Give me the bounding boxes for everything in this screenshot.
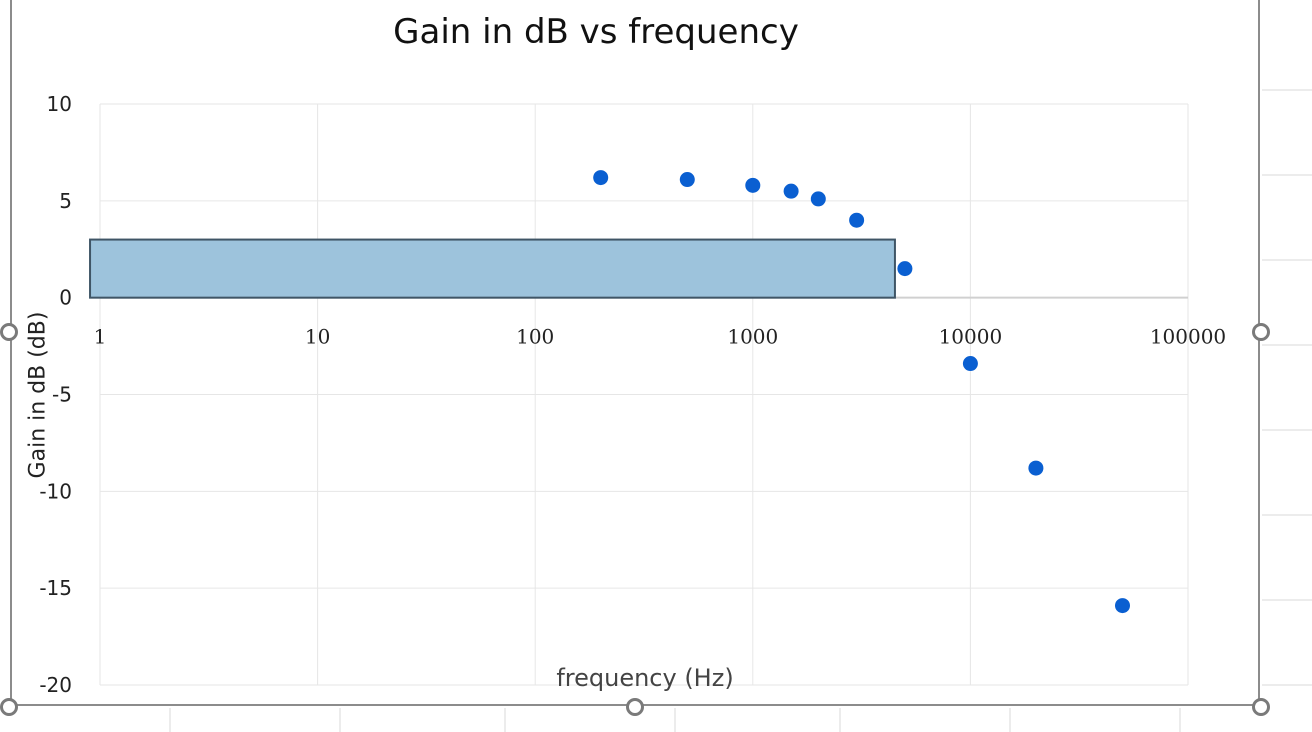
data-point[interactable] — [810, 191, 826, 207]
data-points — [593, 170, 1130, 614]
gridlines — [99, 103, 1189, 686]
y-axis-title: Gain in dB (dB) — [25, 311, 51, 479]
x-tick-label: 1 — [94, 325, 107, 349]
resize-handle-bottom-left[interactable] — [0, 698, 18, 716]
data-point[interactable] — [962, 356, 978, 372]
x-tick-label: 10000 — [939, 325, 1003, 349]
overlay-box[interactable] — [89, 238, 896, 299]
y-tick-label: -15 — [39, 576, 72, 600]
y-tick-label: -10 — [39, 479, 72, 503]
data-point[interactable] — [745, 177, 761, 193]
resize-handle-right[interactable] — [1252, 323, 1270, 341]
data-point[interactable] — [849, 212, 865, 228]
data-point[interactable] — [593, 170, 609, 186]
resize-handle-left[interactable] — [0, 323, 18, 341]
resize-handle-bottom-right[interactable] — [1252, 698, 1270, 716]
x-tick-label: 100 — [516, 325, 554, 349]
y-tick-label: -5 — [52, 383, 72, 407]
x-tick-label: 10 — [305, 325, 330, 349]
data-point[interactable] — [679, 172, 695, 188]
y-tick-label: -20 — [39, 673, 72, 697]
y-tick-label: 10 — [47, 92, 72, 116]
data-point[interactable] — [897, 261, 913, 277]
x-tick-labels: 1 10 100 1000 10000 100000 — [94, 325, 1227, 349]
y-tick-label: 0 — [59, 286, 72, 310]
x-axis-title: frequency (Hz) — [556, 664, 734, 692]
x-tick-label: 100000 — [1150, 325, 1226, 349]
data-point[interactable] — [1028, 460, 1044, 476]
resize-handle-bottom[interactable] — [626, 698, 644, 716]
y-tick-labels: 10 5 0 -5 -10 -15 -20 — [39, 92, 72, 697]
data-point[interactable] — [783, 183, 799, 199]
x-tick-label: 1000 — [727, 325, 778, 349]
data-point[interactable] — [1114, 598, 1130, 614]
chart-title: Gain in dB vs frequency — [393, 12, 799, 52]
y-tick-label: 5 — [59, 189, 72, 213]
